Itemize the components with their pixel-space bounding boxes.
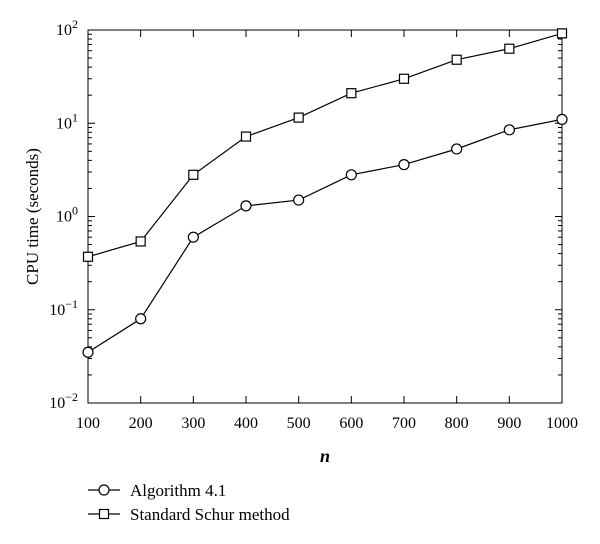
data-point: [451, 143, 463, 155]
x-tick-label: 500: [287, 415, 311, 432]
data-point: [187, 231, 199, 243]
data-point: [135, 313, 147, 325]
x-tick-label: 100: [76, 415, 100, 432]
x-axis: 100 200 300 400 500 600 700 800 900 1000: [76, 30, 578, 432]
x-tick-label: 300: [181, 415, 205, 432]
y-tick-label: 10−2: [49, 390, 78, 412]
series-line: [87, 118, 563, 353]
data-point: [82, 251, 94, 262]
x-tick-label: 1000: [546, 415, 578, 432]
data-point: [345, 169, 357, 181]
data-point: [398, 73, 410, 84]
series-algorithm: [82, 113, 568, 358]
legend-item: Standard Schur method: [88, 505, 290, 524]
y-tick-label: 101: [56, 110, 78, 132]
series-line: [87, 32, 563, 258]
x-tick-label: 600: [339, 415, 363, 432]
data-point: [240, 131, 252, 142]
plot-frame: [87, 29, 563, 404]
y-axis-label: CPU time (seconds): [23, 148, 42, 285]
legend-marker: [98, 508, 110, 520]
data-point: [556, 28, 568, 39]
y-tick-label: 100: [56, 204, 78, 226]
y-tick-label: 10−1: [49, 297, 78, 319]
data-point: [188, 169, 199, 180]
legend: Algorithm 4.1 Standard Schur method: [88, 481, 290, 524]
plot-area-frame: [87, 29, 563, 404]
legend-label: Algorithm 4.1: [130, 481, 226, 500]
data-point: [82, 346, 94, 358]
data-point: [240, 200, 252, 212]
y-tick-label: 102: [56, 17, 78, 39]
data-point: [503, 124, 515, 136]
data-point: [504, 43, 515, 54]
y-axis: 10−2 10−1 100 101 102: [49, 17, 562, 412]
data-point: [293, 194, 305, 206]
data-point: [346, 88, 357, 99]
x-tick-label: 400: [234, 415, 258, 432]
data-point: [556, 113, 568, 125]
data-point: [135, 236, 146, 247]
data-point: [398, 159, 410, 171]
x-tick-label: 200: [129, 415, 153, 432]
legend-label: Standard Schur method: [130, 505, 290, 524]
series-schur: [82, 28, 568, 262]
series-layer: [82, 28, 568, 358]
legend-item: Algorithm 4.1: [88, 481, 226, 500]
legend-marker: [98, 484, 110, 496]
data-point: [293, 112, 304, 123]
x-tick-label: 700: [392, 415, 416, 432]
x-axis-label: n: [320, 446, 330, 466]
data-point: [451, 54, 462, 65]
x-tick-label: 800: [445, 415, 469, 432]
x-tick-label: 900: [497, 415, 521, 432]
